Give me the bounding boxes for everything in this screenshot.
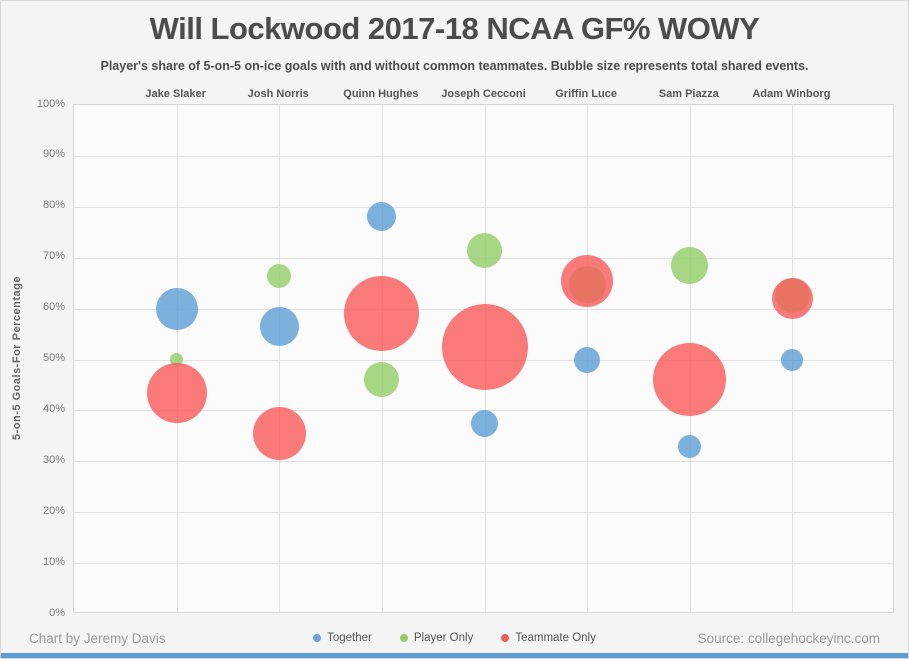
bubble-teammate-only-griffin-luce[interactable] bbox=[561, 254, 614, 307]
y-tick-label-10%: 10% bbox=[42, 555, 65, 568]
bubble-player-only-sam-piazza[interactable] bbox=[671, 246, 709, 284]
column-header-adam-winborg: Adam Winborg bbox=[752, 88, 831, 100]
bubble-teammate-only-jake-slaker[interactable] bbox=[146, 362, 207, 423]
bubble-player-only-joseph-cecconi[interactable] bbox=[467, 232, 502, 268]
y-tick-label-100%: 100% bbox=[36, 97, 65, 110]
bubble-together-sam-piazza[interactable] bbox=[678, 434, 702, 458]
column-header-josh-norris: Josh Norris bbox=[247, 88, 309, 100]
bubble-teammate-only-adam-winborg[interactable] bbox=[771, 277, 813, 319]
gridline-y-90% bbox=[74, 155, 893, 157]
y-tick-label-80%: 80% bbox=[42, 199, 65, 212]
y-tick-label-30%: 30% bbox=[42, 453, 65, 466]
bubble-together-quinn-hughes[interactable] bbox=[367, 202, 397, 232]
gridline-y-30% bbox=[74, 461, 893, 463]
bubble-together-adam-winborg[interactable] bbox=[781, 348, 804, 371]
gridline-y-10% bbox=[74, 563, 893, 565]
y-tick-label-90%: 90% bbox=[42, 148, 65, 161]
legend-label-together: Together bbox=[327, 632, 372, 644]
bubble-player-only-quinn-hughes[interactable] bbox=[364, 362, 400, 398]
chart-title: Will Lockwood 2017-18 NCAA GF% WOWY bbox=[149, 11, 760, 46]
footer-credit: Chart by Jeremy Davis bbox=[29, 631, 166, 646]
y-tick-label-50%: 50% bbox=[42, 352, 65, 364]
y-tick-label-60%: 60% bbox=[42, 301, 65, 314]
legend-item-player-only[interactable]: Player Only bbox=[399, 632, 474, 644]
gridline-y-20% bbox=[74, 512, 893, 514]
legend-dot-icon-teammate-only bbox=[501, 634, 510, 642]
legend-item-teammate-only[interactable]: Teammate Only bbox=[501, 632, 596, 644]
y-tick-label-0%: 0% bbox=[49, 606, 65, 619]
legend-dot-icon-together bbox=[313, 634, 322, 642]
gridline-x-quinn-hughes bbox=[381, 105, 383, 612]
bubble-together-joseph-cecconi[interactable] bbox=[471, 409, 498, 437]
gridline-x-josh-norris bbox=[279, 105, 281, 612]
legend: Together Player Only Teammate Only bbox=[1, 632, 908, 644]
legend-label-teammate-only: Teammate Only bbox=[515, 632, 596, 644]
y-tick-label-40%: 40% bbox=[42, 402, 65, 415]
bubble-teammate-only-josh-norris[interactable] bbox=[252, 406, 306, 460]
column-header-quinn-hughes: Quinn Hughes bbox=[343, 88, 419, 100]
column-header-sam-piazza: Sam Piazza bbox=[658, 88, 719, 100]
bubble-teammate-only-joseph-cecconi[interactable] bbox=[441, 303, 528, 390]
legend-label-player-only: Player Only bbox=[413, 632, 474, 644]
legend-item-together[interactable]: Together bbox=[313, 632, 372, 644]
chart-subtitle: Player's share of 5-on-5 on-ice goals wi… bbox=[100, 59, 809, 73]
bubble-teammate-only-quinn-hughes[interactable] bbox=[344, 276, 420, 352]
bubble-teammate-only-sam-piazza[interactable] bbox=[653, 343, 727, 417]
column-header-jake-slaker: Jake Slaker bbox=[145, 88, 206, 100]
gridline-y-80% bbox=[74, 206, 893, 208]
y-tick-label-20%: 20% bbox=[42, 504, 65, 517]
legend-dot-icon-player-only bbox=[399, 634, 408, 642]
bubble-together-josh-norris[interactable] bbox=[259, 306, 299, 346]
y-tick-label-70%: 70% bbox=[42, 250, 65, 263]
bubble-together-griffin-luce[interactable] bbox=[574, 346, 601, 373]
plot-area bbox=[73, 104, 894, 613]
bubble-player-only-josh-norris[interactable] bbox=[267, 263, 292, 288]
bubble-together-jake-slaker[interactable] bbox=[155, 287, 198, 330]
bottom-accent-bar bbox=[1, 653, 908, 658]
column-header-griffin-luce: Griffin Luce bbox=[555, 88, 617, 100]
footer-source: Source: collegehockeyinc.com bbox=[697, 631, 880, 646]
y-axis-title: 5-on-5 Goals-For Percentage bbox=[11, 276, 23, 440]
column-header-joseph-cecconi: Joseph Cecconi bbox=[441, 88, 526, 100]
